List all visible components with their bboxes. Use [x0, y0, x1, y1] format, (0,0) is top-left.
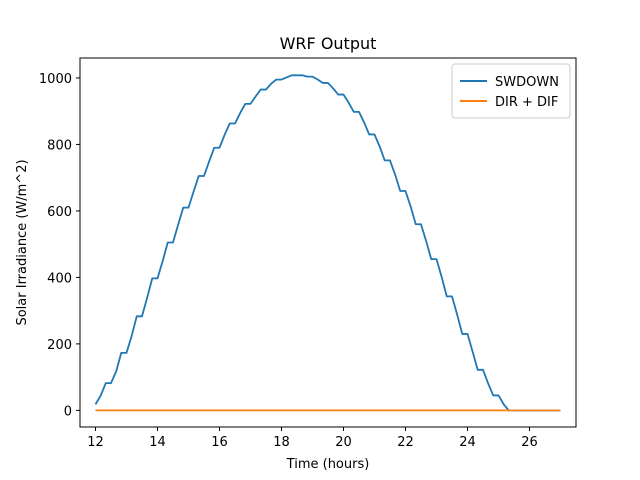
legend-label: DIR + DIF — [495, 95, 558, 110]
y-tick-label: 1000 — [39, 72, 72, 87]
y-tick-label: 600 — [47, 205, 72, 220]
plot-frame — [79, 57, 577, 428]
x-axis-label: Time (hours) — [286, 457, 370, 472]
y-tick-label: 400 — [47, 271, 72, 286]
y-tick-label: 200 — [47, 338, 72, 353]
x-tick-label: 22 — [397, 435, 414, 450]
legend-label: SWDOWN — [495, 75, 559, 90]
y-axis-label: Solar Irradiance (W/m^2) — [15, 159, 30, 325]
x-axis: 12 14 16 18 20 22 24 26 — [87, 427, 538, 450]
chart-title: WRF Output — [280, 34, 377, 53]
legend-box — [451, 63, 571, 119]
x-tick-label: 14 — [149, 435, 166, 450]
series-layer — [94, 74, 561, 412]
y-axis: 0 200 400 600 800 1000 — [39, 72, 80, 419]
x-tick-label: 16 — [211, 435, 228, 450]
legend: SWDOWN DIR + DIF — [451, 63, 571, 119]
y-tick-label: 800 — [47, 138, 72, 153]
x-tick-label: 24 — [459, 435, 476, 450]
x-tick-label: 20 — [335, 435, 352, 450]
x-tick-label: 12 — [87, 435, 104, 450]
y-tick-label: 0 — [64, 404, 72, 419]
x-tick-label: 26 — [521, 435, 538, 450]
series-line-0 — [94, 74, 561, 412]
x-tick-label: 18 — [273, 435, 290, 450]
